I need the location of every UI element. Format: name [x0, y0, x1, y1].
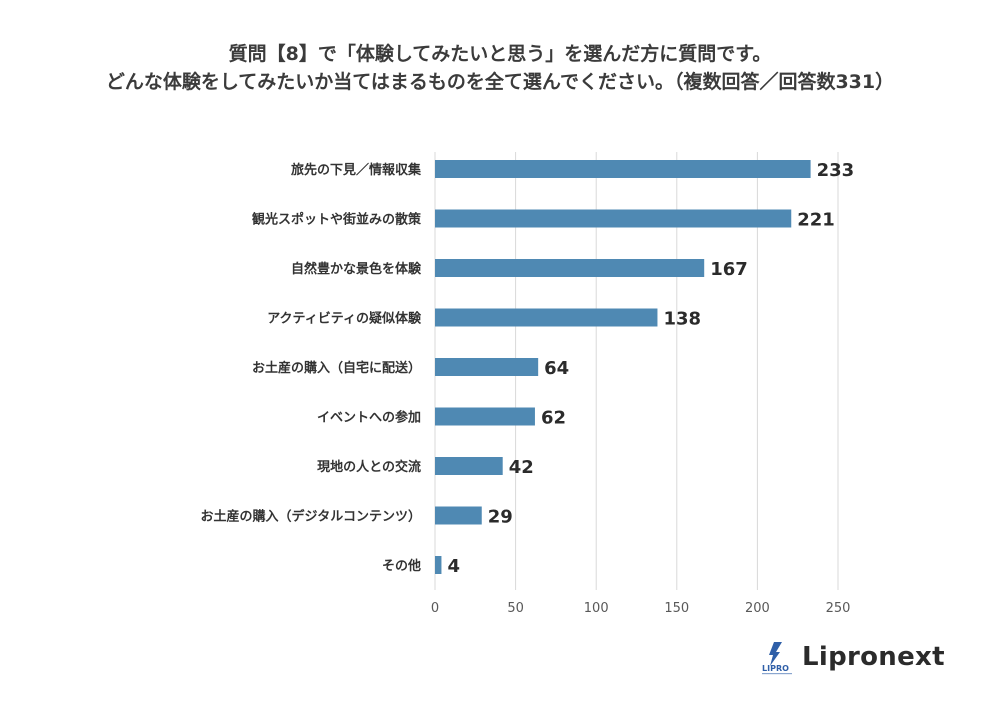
- bar: [435, 209, 792, 228]
- chart-title: 質問【8】で「体験してみたいと思う」を選んだ方に質問です。 どんな体験をしてみた…: [0, 40, 1000, 96]
- category-label: 旅先の下見／情報収集: [291, 162, 422, 178]
- category-label: 自然豊かな景色を体験: [291, 261, 422, 277]
- logo-mark-text: LIPRO: [762, 664, 789, 673]
- category-label: その他: [382, 558, 421, 574]
- data-label: 62: [541, 408, 566, 429]
- chart-title-line-1: 質問【8】で「体験してみたいと思う」を選んだ方に質問です。: [228, 43, 772, 65]
- x-axis-ticks: 0 50 100 150 200 250: [431, 601, 851, 616]
- data-label: 42: [509, 457, 534, 478]
- category-label: お土産の購入（デジタルコンテンツ）: [201, 509, 421, 525]
- x-tick-label: 50: [507, 601, 524, 616]
- chart-title-line-2: どんな体験をしてみたいか当てはまるものを全て選んでください。（複数回答／回答数3…: [105, 71, 895, 93]
- data-label: 64: [544, 358, 569, 379]
- lipro-logo-icon: LIPRO: [762, 642, 792, 675]
- bars: [435, 160, 811, 574]
- x-tick-label: 250: [826, 601, 851, 616]
- lipronext-logo: LIPRO Lipronext: [760, 636, 960, 680]
- x-tick-label: 150: [664, 601, 689, 616]
- bar: [435, 407, 535, 426]
- category-label: お土産の購入（自宅に配送）: [252, 360, 421, 376]
- data-label: 233: [817, 160, 855, 181]
- category-labels: 旅先の下見／情報収集観光スポットや街並みの散策自然豊かな景色を体験アクティビティ…: [201, 162, 422, 574]
- bar: [435, 556, 442, 574]
- category-label: アクティビティの疑似体験: [267, 311, 422, 327]
- bar: [435, 506, 482, 525]
- data-label: 4: [447, 556, 460, 577]
- x-tick-label: 200: [745, 601, 770, 616]
- data-label: 29: [488, 507, 513, 528]
- category-label: イベントへの参加: [317, 410, 421, 426]
- logo-text: Lipronext: [802, 642, 945, 672]
- bar: [435, 358, 539, 376]
- bar: [435, 308, 658, 327]
- bar: [435, 259, 705, 277]
- data-label: 221: [797, 210, 835, 231]
- bar: [435, 160, 811, 178]
- data-labels: 233 221 167 138 64 62 42 29 4: [447, 160, 854, 577]
- data-label: 167: [710, 259, 748, 280]
- x-tick-label: 100: [584, 601, 609, 616]
- data-label: 138: [663, 309, 701, 330]
- x-tick-label: 0: [431, 601, 439, 616]
- category-label: 観光スポットや街並みの散策: [251, 212, 422, 228]
- bar: [435, 457, 503, 475]
- category-label: 現地の人との交流: [317, 459, 421, 475]
